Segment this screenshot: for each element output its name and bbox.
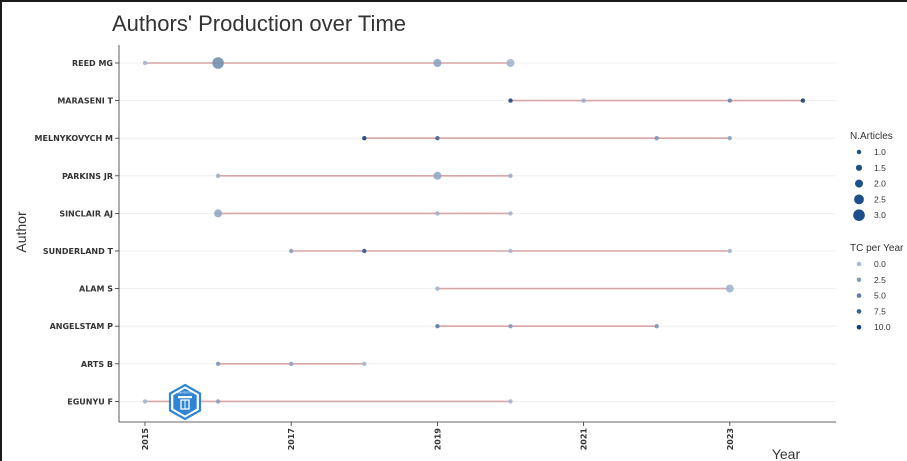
legend-size-key (854, 194, 864, 205)
data-point (727, 248, 732, 254)
university-logo: UNIVERSITY (168, 383, 202, 421)
y-tick-label: ALAM S (79, 285, 113, 294)
data-point (508, 211, 513, 216)
legend-color-title: TC per Year (850, 243, 904, 254)
legend-size-key (855, 179, 863, 188)
legend-color-key (856, 277, 862, 283)
data-point (727, 136, 732, 141)
chart-title: Authors' Production over Time (112, 11, 406, 36)
data-point (362, 136, 367, 141)
x-tick-label: 2019 (433, 428, 442, 451)
data-point (433, 171, 442, 180)
y-tick-label: REED MG (72, 59, 113, 68)
x-tick-label: 2015 (141, 428, 150, 451)
y-tick-label: EGUNYU F (67, 397, 113, 406)
legend-size-label: 1.5 (874, 163, 886, 173)
data-point (508, 173, 513, 178)
data-point (435, 136, 440, 141)
data-point (215, 173, 221, 178)
x-tick-label: 2021 (580, 428, 589, 451)
data-point (362, 248, 367, 254)
data-point (215, 361, 221, 366)
grid-layer (119, 62, 836, 402)
x-axis-title: Year (772, 446, 801, 461)
data-point (142, 60, 148, 66)
legend-size-label: 2.5 (874, 194, 886, 204)
legend-tc-per-year: TC per Year 0.0 2.5 5.0 7.5 10.0 (850, 243, 904, 332)
legend-color-key (856, 293, 862, 298)
data-point (725, 284, 734, 293)
y-tick-label: SUNDERLAND T (43, 247, 114, 256)
legend-color-key (856, 309, 862, 314)
y-tick-label: ANGELSTAM P (50, 322, 114, 331)
data-point (654, 136, 659, 141)
data-point (212, 57, 224, 69)
y-axis-title: Author (13, 211, 29, 253)
logo-text: UNIVERSITY (177, 391, 193, 395)
data-point (435, 286, 440, 291)
data-point (215, 399, 221, 404)
legend-size-title: N.Articles (850, 131, 893, 142)
y-tick-label: MARASENI T (57, 97, 113, 106)
legend-color-label: 7.5 (874, 306, 886, 316)
y-tick-label: MELNYKOVYCH M (35, 134, 113, 143)
data-point (435, 211, 440, 216)
x-tick-label: 2023 (726, 428, 735, 450)
data-point (362, 361, 367, 366)
data-point (433, 59, 442, 67)
legend-color-key (856, 324, 862, 330)
data-point (654, 324, 659, 329)
data-point (289, 361, 294, 366)
x-tick-label: 2017 (287, 428, 296, 450)
y-tick-label: PARKINS JR (62, 172, 113, 181)
legend-size-key (856, 149, 862, 155)
legend-size-label: 1.0 (874, 147, 886, 157)
data-point (581, 98, 586, 103)
legend-n-articles: N.Articles 1.0 1.5 2.0 2.5 3.0 (850, 131, 893, 221)
legend-size-label: 3.0 (874, 210, 886, 220)
data-point (508, 248, 513, 254)
y-tick-label: ARTS B (81, 360, 113, 369)
data-point (506, 59, 515, 67)
legend-color-label: 10.0 (874, 322, 891, 332)
legend-color-label: 5.0 (874, 291, 886, 301)
legend-color-label: 2.5 (874, 275, 886, 285)
data-point (508, 98, 513, 103)
axes: REED MG MARASENI T MELNYKOVYCH M PARKINS JR… (35, 45, 836, 450)
legend-size-label: 2.0 (874, 179, 886, 189)
data-point (142, 399, 148, 404)
data-point (727, 98, 732, 103)
data-point (508, 399, 513, 404)
data-point (289, 248, 294, 254)
author-lines (145, 62, 803, 403)
data-point (800, 98, 806, 103)
legend-size-key (855, 164, 863, 171)
y-tick-label: SINCLAIR AJ (59, 209, 113, 218)
legend-size-key (853, 209, 865, 221)
data-point (508, 324, 513, 329)
data-point (214, 209, 223, 218)
legend-color-key (856, 261, 862, 267)
data-points (142, 57, 806, 404)
data-point (435, 324, 440, 329)
legend-color-label: 0.0 (874, 259, 886, 269)
